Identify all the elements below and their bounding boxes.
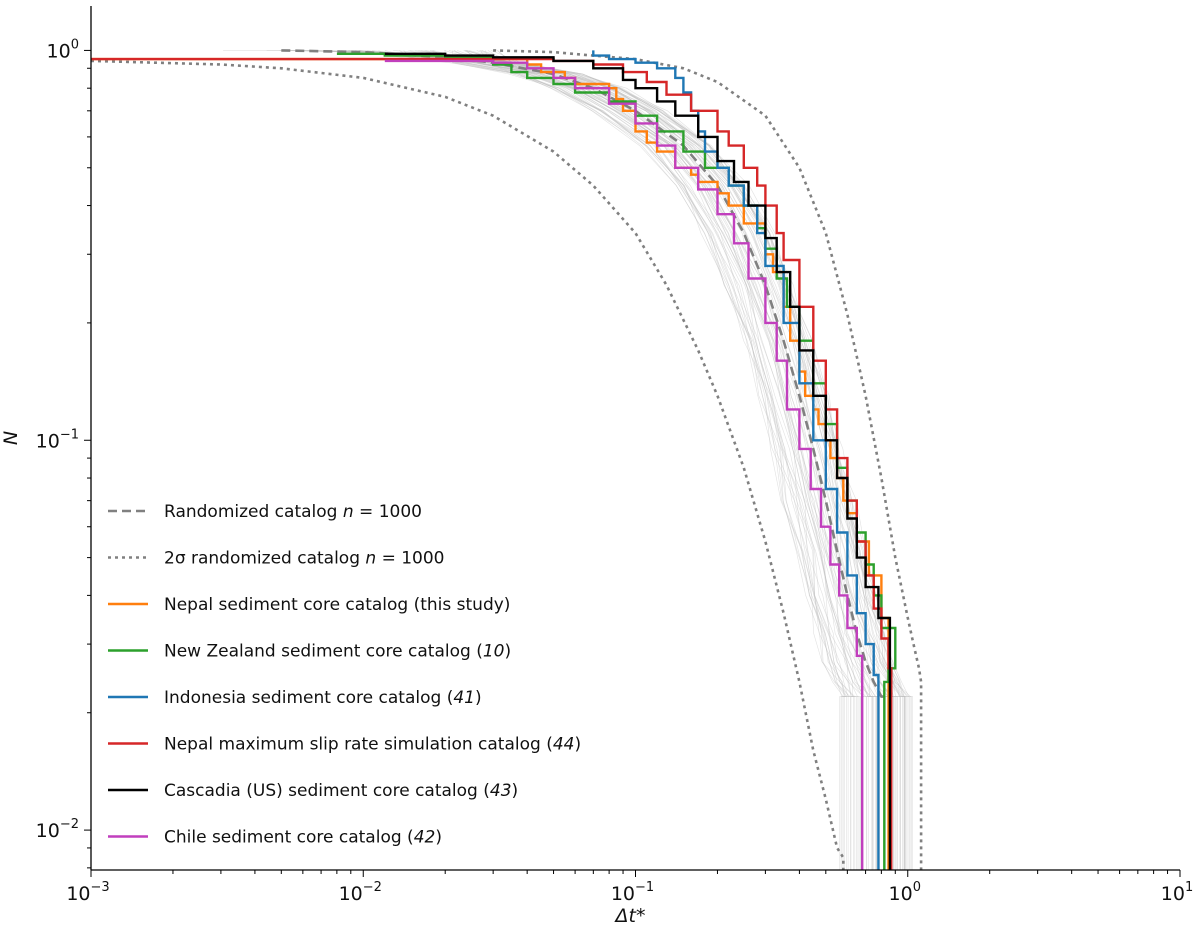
background-simulation-line (354, 50, 852, 870)
legend-label: Indonesia sediment core catalog (41) (164, 688, 482, 708)
background-simulation-line (290, 50, 874, 870)
background-simulation-line (399, 50, 855, 870)
background-simulation-line (454, 50, 867, 870)
legend-label: 2σ randomized catalog n = 1000 (164, 549, 445, 569)
background-simulation-line (425, 50, 904, 870)
series-line-7 (384, 52, 892, 870)
x-axis-label: Δt* (614, 905, 646, 927)
background-simulation-line (453, 50, 876, 870)
x-tick-label: 10−1 (611, 880, 654, 905)
x-tick-label: 10−3 (66, 880, 109, 905)
background-simulation-line (424, 50, 847, 870)
background-simulation-line (497, 50, 851, 870)
background-simulation-line (307, 50, 873, 870)
background-simulation-line (476, 50, 861, 870)
axes: 10−3 10−2 10−1 100 101 10−2 10−1 100 Δt* N (0, 6, 1193, 927)
background-simulation-line (420, 50, 906, 870)
x-tick-label: 101 (1161, 880, 1193, 905)
background-simulation-line (481, 50, 903, 870)
legend-label: Randomized catalog n = 1000 (164, 502, 422, 522)
background-simulation-line (393, 50, 907, 870)
series-line-1 (91, 59, 845, 870)
legend-label: Nepal sediment core catalog (this study) (164, 595, 510, 615)
series-line-8 (384, 59, 864, 870)
background-simulation-line (456, 50, 912, 870)
background-simulation-line (487, 50, 857, 870)
background-simulation-line (432, 50, 910, 870)
legend-label: Nepal maximum slip rate simulation catal… (164, 735, 581, 755)
legend-label: Cascadia (US) sediment core catalog (43) (164, 781, 518, 801)
background-simulation-line (384, 50, 854, 870)
background-simulation-line (359, 50, 879, 870)
y-tick-label: 10−2 (36, 817, 79, 842)
y-axis-label: N (0, 431, 22, 445)
background-simulation-line (480, 50, 880, 870)
background-simulation-line (431, 50, 847, 870)
background-simulation-line (279, 50, 873, 870)
series-line-4 (336, 52, 897, 870)
series-line-6 (91, 57, 893, 870)
background-simulation-line (408, 50, 877, 870)
background-simulation-line (371, 50, 872, 870)
series-layer (91, 49, 923, 870)
y-tick-label: 10−1 (36, 427, 79, 452)
background-simulation-line (430, 50, 848, 870)
background-simulation-line (479, 50, 869, 870)
background-simulation-line (463, 50, 844, 870)
background-simulation-line (358, 50, 860, 870)
y-tick-label: 100 (47, 37, 79, 62)
background-simulation-line (348, 50, 850, 870)
background-simulation-line (403, 50, 856, 870)
series-line-3 (91, 57, 890, 870)
legend: Randomized catalog n = 1000 2σ randomized… (108, 502, 581, 848)
background-simulation-line (430, 50, 859, 870)
x-tick-label: 100 (889, 880, 921, 905)
series-line-0 (281, 49, 885, 698)
legend-label: Chile sediment core catalog (42) (164, 828, 442, 848)
x-tick-label: 10−2 (339, 880, 382, 905)
legend-label: New Zealand sediment core catalog (10) (164, 642, 511, 662)
background-simulation-line (366, 50, 864, 870)
background-simulation-line (410, 50, 893, 870)
background-simulation-line (452, 50, 845, 870)
